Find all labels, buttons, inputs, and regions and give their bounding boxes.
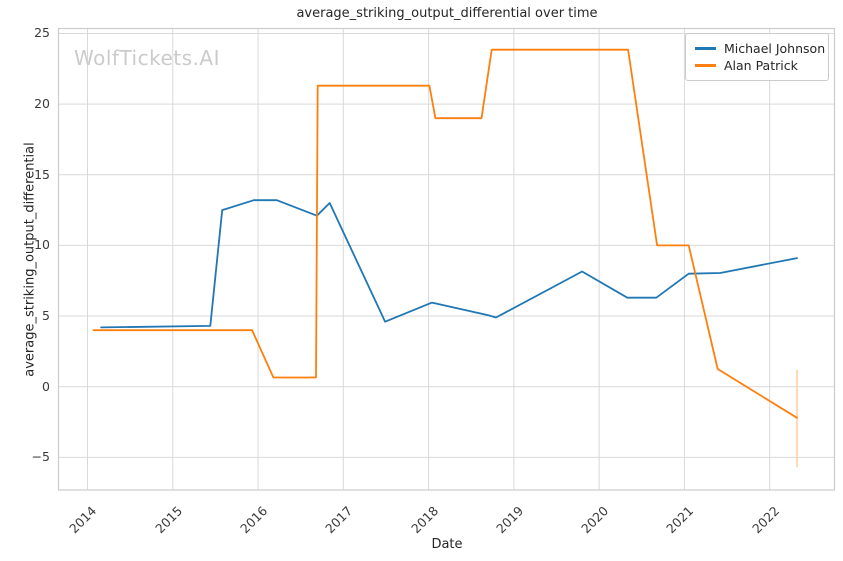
y-tick-label: −5 [31,449,50,465]
y-tick-label: 0 [42,378,50,394]
legend-item-michael-johnson: Michael Johnson [695,40,825,57]
watermark: WolfTickets.AI [74,46,220,70]
legend-label: Alan Patrick [724,58,798,73]
legend-line-swatch-orange [695,64,716,67]
y-tick-label: 25 [34,25,50,41]
y-tick-label: 20 [34,96,50,112]
x-axis-label: Date [431,537,463,552]
series-line-michael-johnson [100,199,798,329]
y-tick-label: 5 [42,308,50,324]
legend-label: Michael Johnson [724,41,826,56]
y-tick-label: 15 [34,166,50,182]
plot-border [57,27,836,491]
y-tick-label: 10 [34,237,50,253]
legend: Michael Johnson Alan Patrick [685,33,829,81]
legend-item-alan-patrick: Alan Patrick [695,57,819,74]
series-line-alan-patrick [92,48,798,419]
legend-line-swatch-blue [695,47,716,50]
chart-title: average_striking_output_differential ove… [296,6,598,21]
